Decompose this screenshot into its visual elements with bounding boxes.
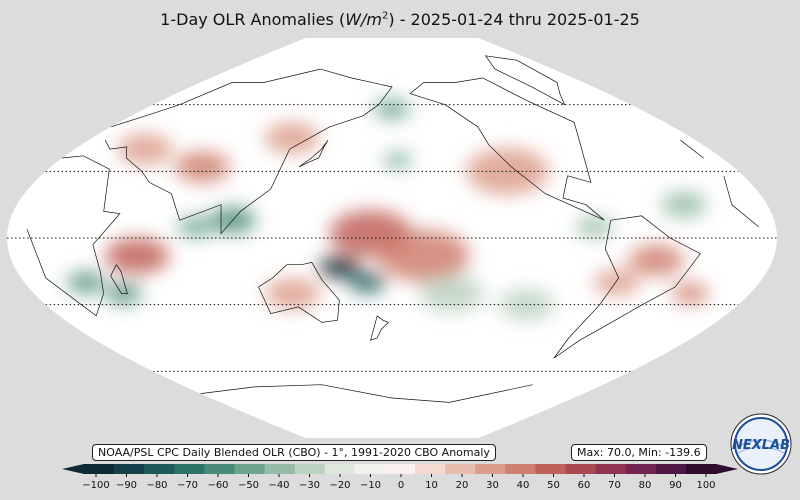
colorbar-tick-label: 30 [486, 480, 499, 491]
colorbar-tick-label: −90 [116, 480, 137, 491]
colorbar-segment [294, 464, 326, 474]
colorbar-tick-label: −80 [146, 480, 167, 491]
anomaly-patch [419, 275, 484, 312]
colorbar-segment [415, 464, 446, 474]
coastlines [26, 55, 760, 403]
colorbar-segment [565, 464, 597, 474]
colorbar-tick-label: −30 [299, 480, 320, 491]
colorbar-segment [204, 464, 235, 474]
japan-outline [298, 139, 329, 168]
nexlab-logo: NEXLAB [730, 413, 792, 475]
colorbar-segment [174, 464, 205, 474]
colorbar-segment [324, 464, 356, 474]
world-map [7, 38, 777, 438]
colorbar-tick-label: 90 [669, 480, 682, 491]
anomaly-patch [264, 122, 320, 154]
anomaly-patch [628, 244, 684, 276]
colorbar-tick-label: −60 [207, 480, 228, 491]
anomaly-patch [593, 269, 640, 296]
colorbar-segment [354, 464, 386, 474]
colorbar-segment [84, 464, 115, 474]
max-min-label: Max: 70.0, Min: -139.6 [571, 444, 707, 461]
colorbar-segment [535, 464, 567, 474]
colorbar-segment [445, 464, 476, 474]
anomaly-patch [576, 216, 614, 238]
colorbar-tick-label: 60 [578, 480, 591, 491]
colorbar-segment [685, 464, 717, 474]
anomaly-patch [383, 152, 412, 169]
colorbar-segment [595, 464, 627, 474]
colorbar-segment [234, 464, 266, 474]
anomaly-patch [377, 229, 470, 282]
colorbar-tick-label: 70 [608, 480, 621, 491]
colorbar-segment [505, 464, 536, 474]
colorbar-segment [384, 464, 416, 474]
africa-outline [731, 204, 760, 228]
svg-text:NEXLAB: NEXLAB [732, 438, 790, 453]
colorbar-min-extension [62, 464, 84, 474]
colorbar-tick-label: 50 [547, 480, 560, 491]
colorbar-tick-label: −70 [177, 480, 198, 491]
colorbar-tick-label: −100 [82, 480, 109, 491]
colorbar-tick-label: 0 [398, 480, 404, 491]
colorbar-tick-label: 20 [456, 480, 469, 491]
anomaly-patch [104, 237, 170, 274]
colorbar-segment [144, 464, 175, 474]
new-zealand-outline [370, 315, 390, 341]
data-source-label: NOAA/PSL CPC Daily Blended OLR (CBO) - 1… [92, 444, 496, 461]
anomaly-patch [117, 133, 173, 165]
antarctica-outline [391, 384, 533, 403]
south-america-outline [553, 215, 701, 359]
africa-outline [26, 155, 121, 317]
anomaly-patch [318, 255, 361, 279]
europe-asia-outline [104, 68, 393, 235]
colorbar-tick-label: −20 [329, 480, 350, 491]
anomaly-patch [671, 283, 709, 304]
anomaly-patch [466, 147, 549, 195]
anomaly-patch [67, 272, 105, 293]
madagascar-outline [110, 264, 128, 294]
colorbar-tick-label: 40 [517, 480, 530, 491]
australia-outline [258, 262, 340, 323]
colorbar-tick-label: 80 [639, 480, 652, 491]
colorbar-tick-label: 100 [696, 480, 715, 491]
colorbar-segment [655, 464, 687, 474]
anomaly-patch [349, 272, 386, 293]
europe-asia-outline [680, 139, 704, 159]
colorbar-segment [114, 464, 145, 474]
latitude-gridlines [7, 104, 777, 372]
colorbar-tick-label: 10 [425, 480, 438, 491]
anomaly-field [67, 98, 709, 321]
colorbar-tick-label: −40 [268, 480, 289, 491]
colorbar-segment [475, 464, 506, 474]
greenland-outline [484, 55, 565, 106]
north-america-outline [409, 77, 605, 221]
anomaly-patch [660, 191, 707, 218]
colorbar-tick-label: −10 [360, 480, 381, 491]
antarctica-outline [200, 384, 393, 399]
colorbar-max-extension [716, 464, 738, 474]
anomaly-patch [177, 216, 215, 238]
colorbar: −100 −90 −80 −70 −60 −50 −40 −30 −20 −10 0 10 20 30 40… [62, 464, 738, 491]
map-title: 1-Day OLR Anomalies (W/m2) - 2025-01-24 … [160, 10, 640, 29]
colorbar-segment [625, 464, 657, 474]
colorbar-segment [264, 464, 296, 474]
colorbar-tick-label: −50 [238, 480, 259, 491]
anomaly-patch [264, 277, 321, 310]
anomaly-patch [174, 151, 231, 183]
africa-outline [723, 175, 733, 205]
anomaly-patch [373, 98, 411, 120]
